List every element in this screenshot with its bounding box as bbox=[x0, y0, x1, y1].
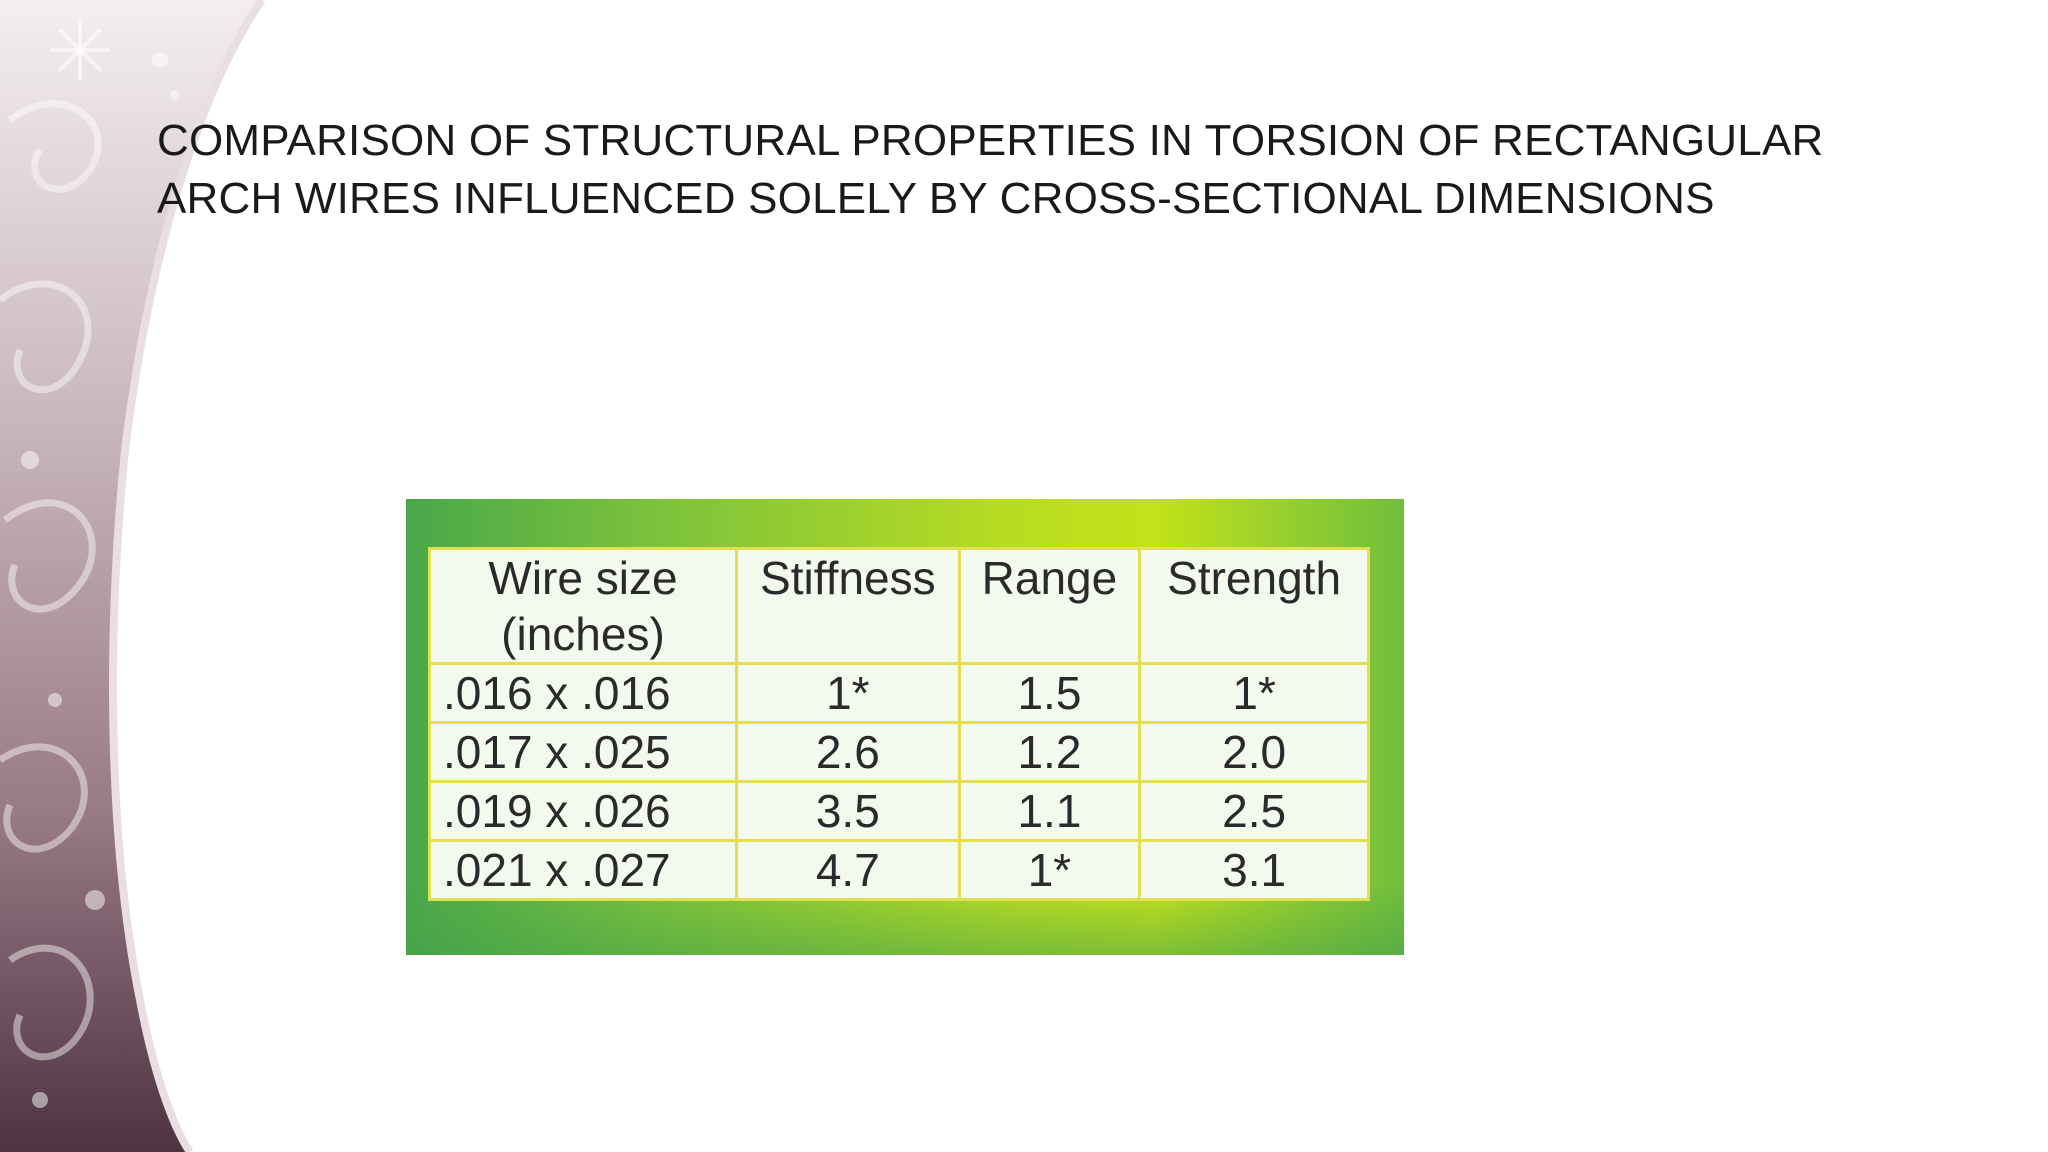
cell-range: 1.1 bbox=[957, 780, 1142, 842]
cell-strength: 3.1 bbox=[1138, 839, 1370, 901]
cell-stiffness: 4.7 bbox=[734, 839, 961, 901]
cell-wire-size: .021 x .027 bbox=[428, 839, 738, 901]
slide-title: COMPARISON OF STRUCTURAL PROPERTIES IN T… bbox=[157, 116, 1824, 223]
cell-wire-size: .016 x .016 bbox=[428, 662, 738, 724]
cell-stiffness: 3.5 bbox=[734, 780, 961, 842]
table-row: .017 x .025 2.6 1.2 2.0 bbox=[428, 721, 1370, 783]
cell-stiffness: 1* bbox=[734, 662, 961, 724]
header-wire-size-line2: (inches) bbox=[501, 608, 665, 660]
table-row: .021 x .027 4.7 1* 3.1 bbox=[428, 839, 1370, 901]
cell-strength: 1* bbox=[1138, 662, 1370, 724]
header-wire-size-line1: Wire size bbox=[488, 552, 678, 604]
cell-wire-size: .019 x .026 bbox=[428, 780, 738, 842]
cell-strength: 2.5 bbox=[1138, 780, 1370, 842]
cell-range: 1.2 bbox=[957, 721, 1142, 783]
table-header-row: Wire size (inches) Stiffness Range Stren… bbox=[428, 547, 1370, 665]
table-image-frame: Wire size (inches) Stiffness Range Stren… bbox=[406, 499, 1404, 955]
header-stiffness: Stiffness bbox=[734, 547, 961, 665]
wire-properties-table: Wire size (inches) Stiffness Range Stren… bbox=[428, 547, 1370, 901]
header-range: Range bbox=[957, 547, 1142, 665]
cell-range: 1* bbox=[957, 839, 1142, 901]
table-row: .016 x .016 1* 1.5 1* bbox=[428, 662, 1370, 724]
header-wire-size: Wire size (inches) bbox=[428, 547, 738, 665]
decorative-swirl-border bbox=[0, 0, 266, 1152]
cell-range: 1.5 bbox=[957, 662, 1142, 724]
header-strength: Strength bbox=[1138, 547, 1370, 665]
cell-stiffness: 2.6 bbox=[734, 721, 961, 783]
table-row: .019 x .026 3.5 1.1 2.5 bbox=[428, 780, 1370, 842]
cell-wire-size: .017 x .025 bbox=[428, 721, 738, 783]
cell-strength: 2.0 bbox=[1138, 721, 1370, 783]
